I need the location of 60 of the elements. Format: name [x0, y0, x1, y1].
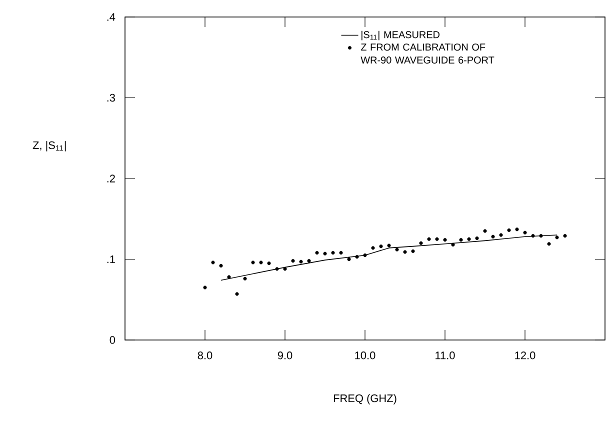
- legend-label: |S$_{11}$| MEASURED: [362, 30, 440, 40]
- point: [211, 260, 215, 264]
- point: [419, 241, 423, 245]
- y-tick-label: 0: [110, 336, 116, 344]
- y-axis-title: Z, |S$_{11}$|: [32, 141, 66, 152]
- point: [475, 236, 479, 240]
- point: [435, 237, 439, 241]
- point: [243, 276, 247, 280]
- point: [251, 260, 255, 264]
- point: [563, 234, 567, 238]
- point: [459, 238, 463, 242]
- point: [547, 242, 551, 246]
- x-tick-label: 11.0: [436, 352, 455, 360]
- point: [331, 250, 335, 255]
- point: [427, 237, 431, 241]
- point: [355, 255, 359, 259]
- point: [283, 267, 287, 271]
- point: [467, 237, 471, 241]
- legend-label: Z FROM CALIBRATION OF WR-90 WAVEGUIDE 6-PORT: [360, 44, 494, 64]
- x-axis-title: FREQ (GHZ): [334, 394, 396, 404]
- x-tick-label: 10.0: [355, 352, 376, 360]
- point: [531, 234, 535, 238]
- point: [379, 244, 383, 248]
- point: [539, 234, 543, 238]
- y-tick-label: .2: [107, 174, 115, 182]
- point: [307, 259, 311, 263]
- y-tick-label: .1: [107, 255, 115, 264]
- point: [387, 244, 391, 248]
- point: [515, 228, 519, 232]
- point: [323, 252, 327, 256]
- point: [299, 260, 303, 264]
- point: [371, 246, 375, 250]
- point: [523, 230, 527, 234]
- point: [219, 264, 223, 268]
- point: [443, 238, 447, 242]
- point: [267, 261, 271, 266]
- y-tick-label: .3: [107, 94, 115, 102]
- point: [483, 229, 487, 233]
- point: [411, 249, 415, 253]
- x-tick-label: 12.0: [515, 352, 536, 360]
- point: [203, 286, 207, 290]
- point: [291, 259, 295, 263]
- x-tick-label: 8.0: [198, 352, 212, 360]
- y-tick-label: .4: [107, 13, 116, 21]
- point: [315, 250, 319, 255]
- point: [403, 250, 407, 254]
- point: [275, 267, 279, 271]
- point: [347, 257, 351, 262]
- point: [451, 242, 455, 247]
- x-tick-label: 9.0: [278, 352, 292, 360]
- point: [555, 236, 559, 240]
- point: [395, 248, 399, 252]
- point: [507, 228, 511, 232]
- point: [259, 260, 263, 264]
- point: [235, 292, 239, 296]
- point: [491, 234, 495, 238]
- point: [227, 275, 231, 279]
- point: [339, 250, 343, 255]
- point: [363, 253, 367, 258]
- point: [499, 233, 503, 237]
